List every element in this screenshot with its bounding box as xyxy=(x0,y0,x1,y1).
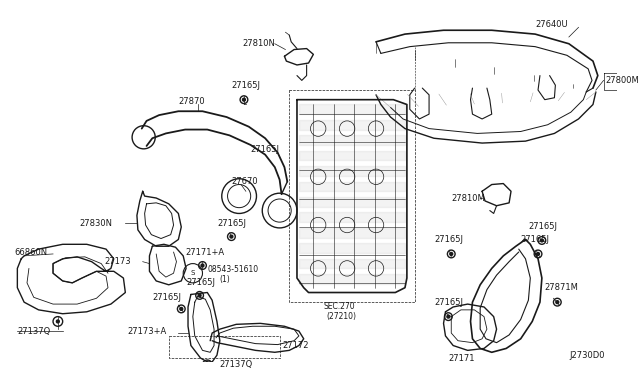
Text: 27670: 27670 xyxy=(232,177,258,186)
Text: 27165J: 27165J xyxy=(186,278,215,288)
Text: SEC.270: SEC.270 xyxy=(323,302,355,311)
Text: 27165J: 27165J xyxy=(217,219,246,228)
Circle shape xyxy=(450,253,452,256)
Circle shape xyxy=(206,363,209,366)
Text: (1): (1) xyxy=(220,275,230,283)
Text: 27165J: 27165J xyxy=(152,293,181,302)
Text: 27165J: 27165J xyxy=(434,298,463,307)
Text: 27165J: 27165J xyxy=(232,81,260,90)
Text: 27172: 27172 xyxy=(282,341,309,350)
Text: 27137Q: 27137Q xyxy=(220,360,253,369)
Circle shape xyxy=(536,253,540,256)
Circle shape xyxy=(230,235,233,238)
Text: 08543-51610: 08543-51610 xyxy=(207,265,259,274)
Text: 27171+A: 27171+A xyxy=(185,247,224,257)
Text: (27210): (27210) xyxy=(326,312,356,321)
Text: 27165J: 27165J xyxy=(434,235,463,244)
Circle shape xyxy=(447,315,450,318)
Circle shape xyxy=(201,264,204,267)
Text: 27870: 27870 xyxy=(179,97,205,106)
Text: 27810N: 27810N xyxy=(242,39,275,48)
Text: 27640U: 27640U xyxy=(535,20,568,29)
Circle shape xyxy=(540,239,543,242)
Circle shape xyxy=(556,301,559,304)
Text: J2730D0: J2730D0 xyxy=(569,351,604,360)
Circle shape xyxy=(56,320,60,323)
Text: 27171: 27171 xyxy=(449,353,475,363)
Text: 27871M: 27871M xyxy=(545,283,579,292)
Text: 27137Q: 27137Q xyxy=(17,327,51,336)
Text: 27800M: 27800M xyxy=(605,76,639,85)
Text: 27810M: 27810M xyxy=(451,193,485,202)
Circle shape xyxy=(198,294,201,297)
Text: 27165J: 27165J xyxy=(529,222,557,231)
Text: 66860N: 66860N xyxy=(15,247,47,257)
Text: S: S xyxy=(191,270,195,276)
Text: 27165J: 27165J xyxy=(251,145,280,154)
Circle shape xyxy=(243,98,245,101)
Text: 27173: 27173 xyxy=(104,257,131,266)
Text: 27165J: 27165J xyxy=(521,235,550,244)
Text: 27830N: 27830N xyxy=(79,219,112,228)
Text: 27173+A: 27173+A xyxy=(127,327,166,336)
Circle shape xyxy=(180,308,182,310)
